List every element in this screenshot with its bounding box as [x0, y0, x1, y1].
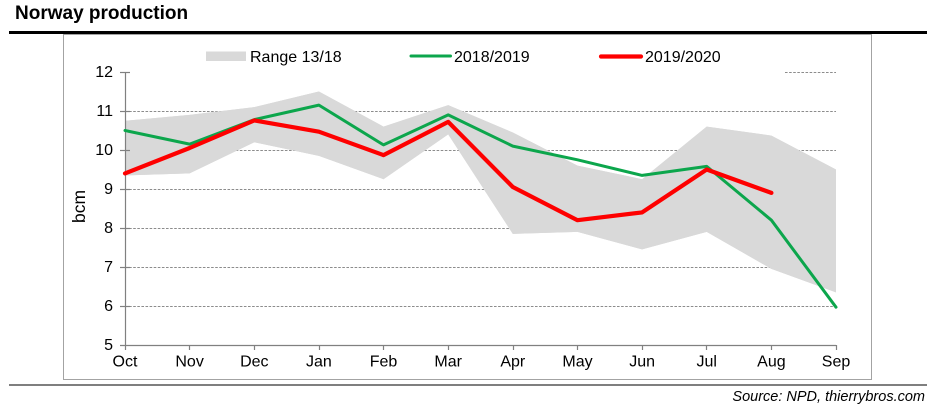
- svg-text:6: 6: [104, 298, 113, 315]
- svg-text:Apr: Apr: [500, 354, 526, 371]
- svg-text:9: 9: [104, 181, 113, 198]
- svg-text:Dec: Dec: [240, 354, 268, 371]
- svg-text:Feb: Feb: [370, 354, 398, 371]
- svg-text:Jul: Jul: [696, 354, 716, 371]
- svg-text:10: 10: [95, 142, 113, 159]
- svg-text:8: 8: [104, 220, 113, 237]
- svg-text:Range 13/18: Range 13/18: [250, 49, 342, 66]
- svg-text:Oct: Oct: [113, 354, 138, 371]
- svg-text:Nov: Nov: [175, 354, 203, 371]
- svg-text:May: May: [562, 354, 592, 371]
- svg-text:Aug: Aug: [757, 354, 785, 371]
- svg-text:2018/2019: 2018/2019: [454, 49, 530, 66]
- svg-text:2019/2020: 2019/2020: [645, 49, 721, 66]
- svg-text:11: 11: [96, 103, 113, 120]
- svg-text:Jan: Jan: [306, 354, 332, 371]
- svg-text:Jun: Jun: [629, 354, 655, 371]
- svg-text:12: 12: [95, 64, 113, 81]
- svg-text:Mar: Mar: [434, 354, 462, 371]
- svg-text:bcm: bcm: [69, 190, 89, 223]
- svg-text:5: 5: [104, 337, 113, 354]
- svg-text:7: 7: [104, 259, 113, 276]
- svg-text:Sep: Sep: [822, 354, 851, 371]
